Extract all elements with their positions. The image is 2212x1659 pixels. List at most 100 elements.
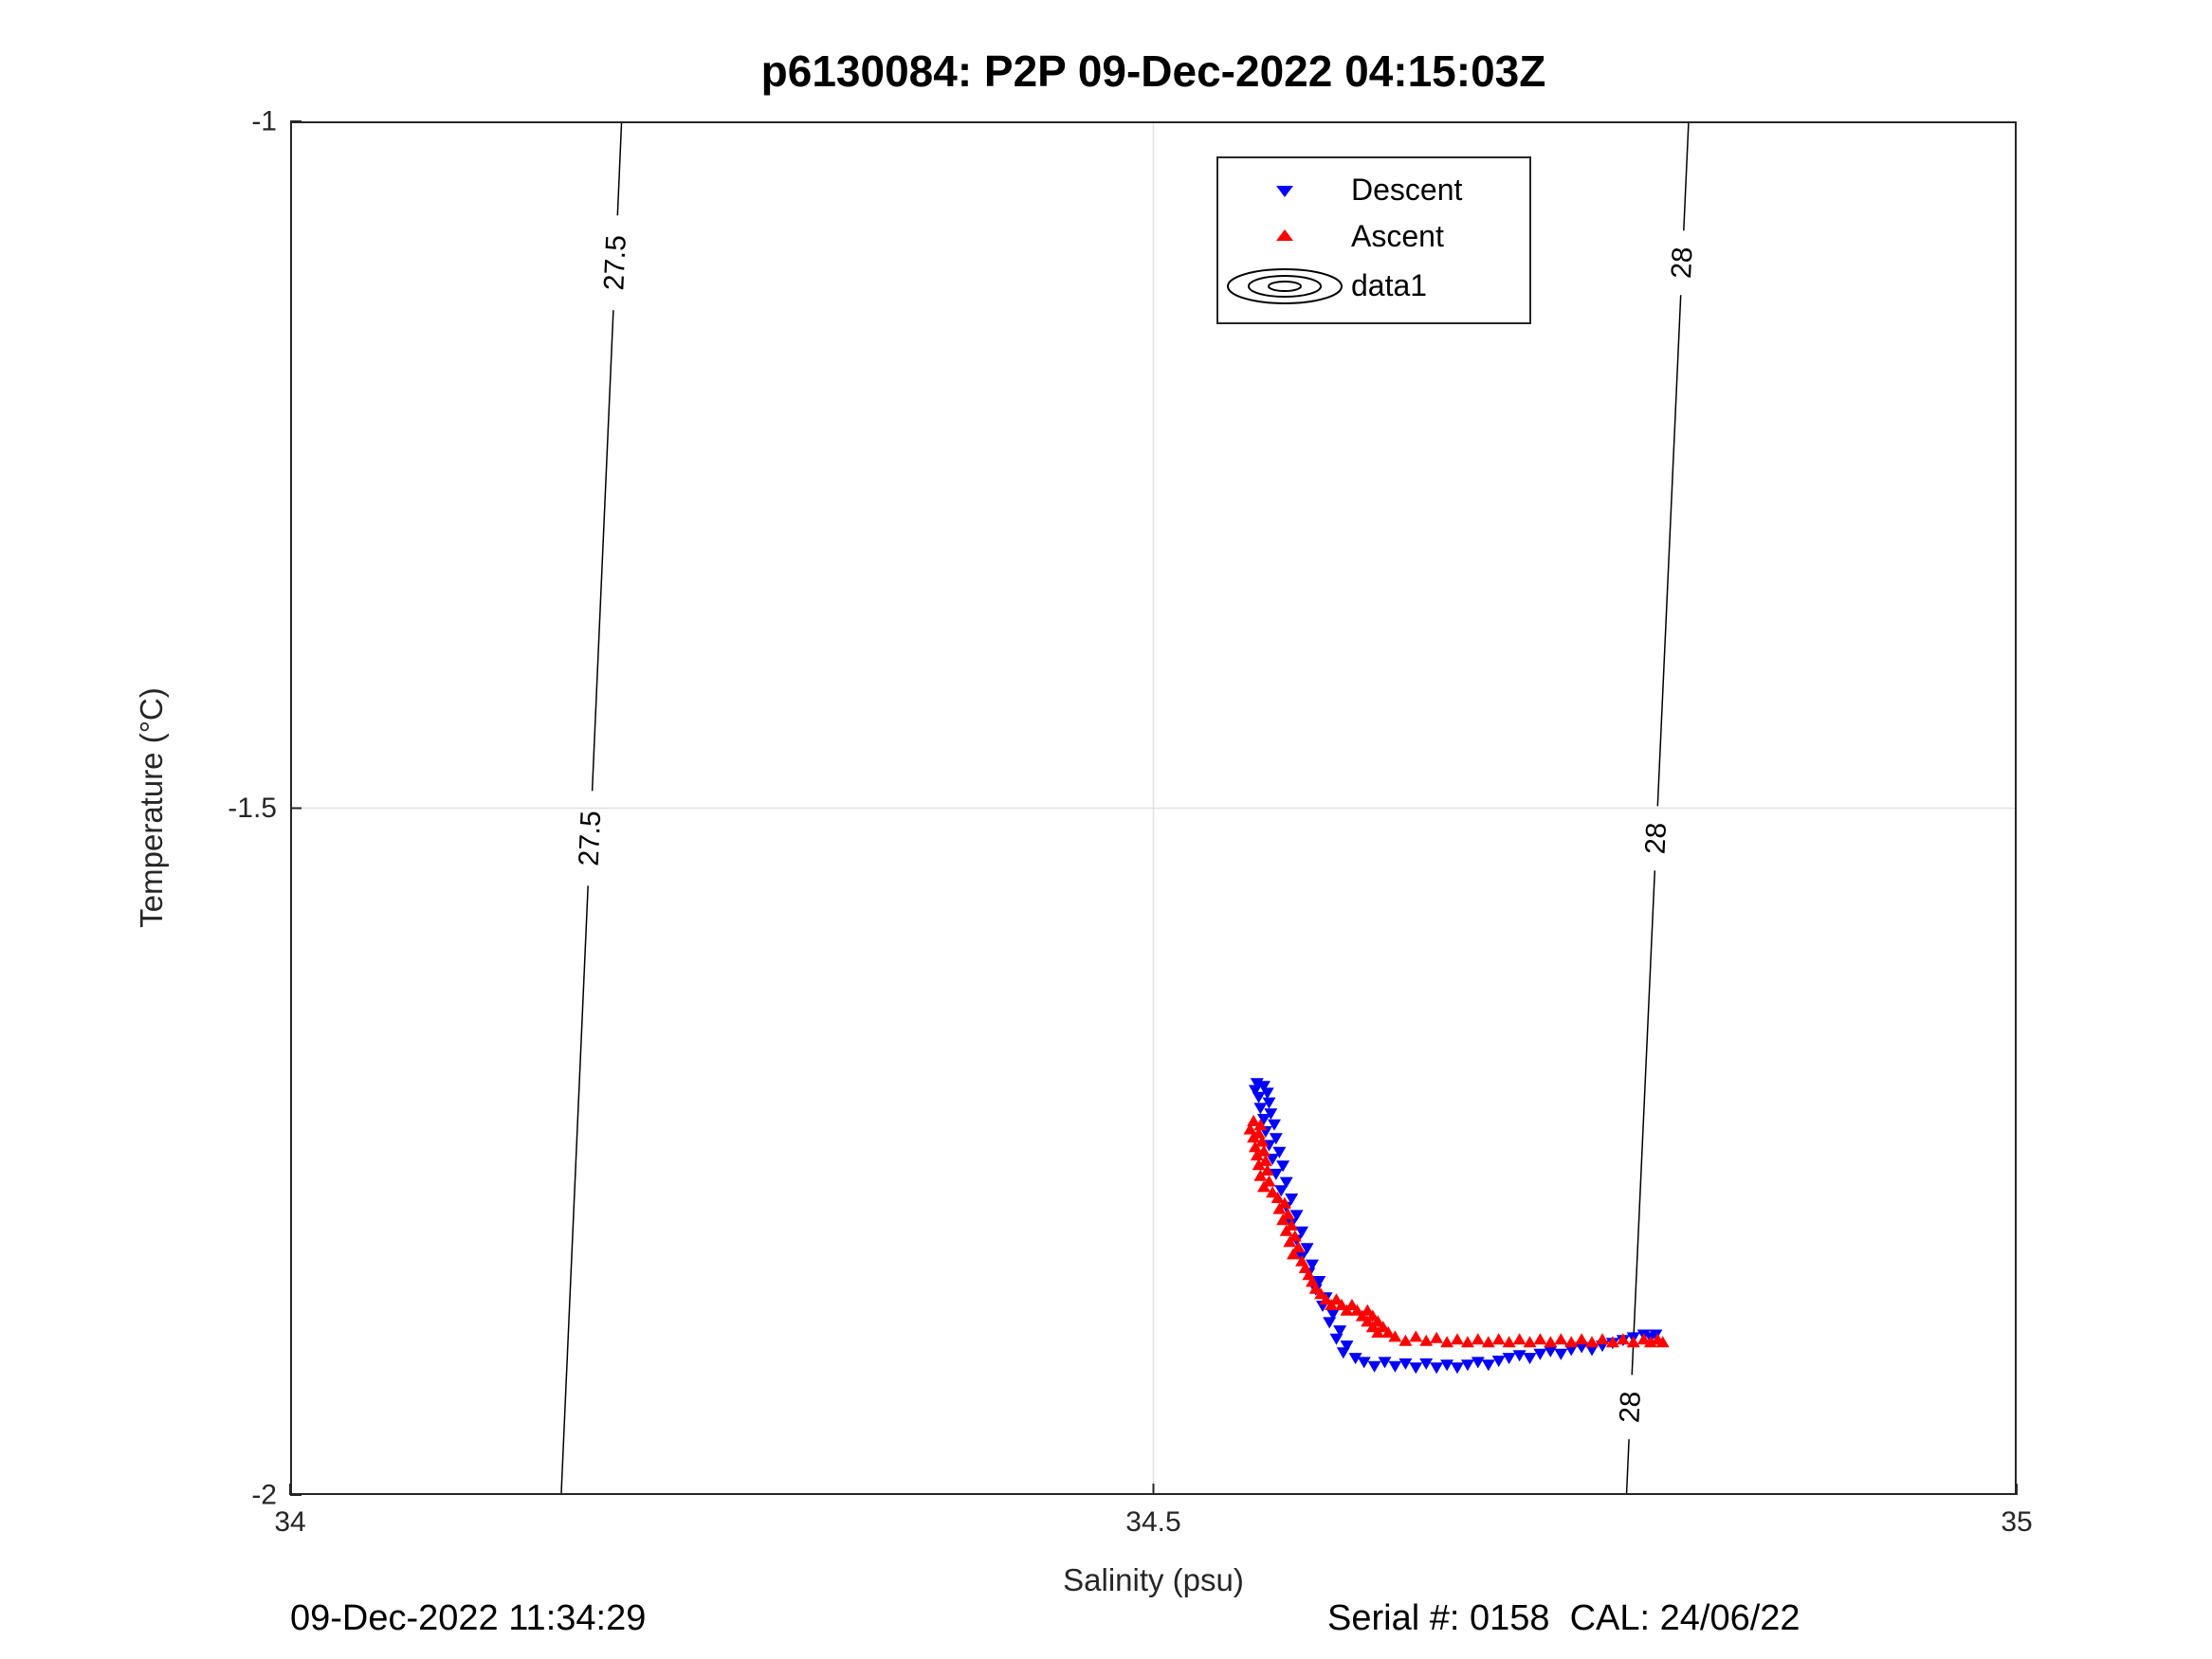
- marker-descent: [1262, 1097, 1276, 1109]
- contour-line-27.5: [591, 310, 614, 792]
- marker-ascent: [1283, 1235, 1297, 1248]
- marker-ascent: [1544, 1336, 1558, 1348]
- y-tick-label: -2: [251, 1480, 277, 1511]
- marker-descent: [1329, 1333, 1344, 1345]
- contour-label-28: 28: [1614, 1391, 1646, 1424]
- marker-descent: [1257, 1081, 1271, 1093]
- marker-ascent: [1276, 1213, 1290, 1226]
- timestamp-annotation: 09-Dec-2022 11:34:29: [290, 1598, 647, 1638]
- marker-descent: [1257, 1114, 1271, 1125]
- marker-ascent: [1266, 1186, 1280, 1198]
- marker-ascent: [1248, 1140, 1262, 1153]
- marker-ascent: [1554, 1333, 1568, 1345]
- marker-descent: [1357, 1357, 1371, 1369]
- y-axis-label: Temperature (°C): [134, 687, 169, 928]
- marker-ascent: [1481, 1336, 1495, 1348]
- marker-ascent: [1285, 1219, 1299, 1231]
- marker-descent: [1430, 1362, 1444, 1375]
- marker-ascent: [1471, 1333, 1485, 1345]
- marker-ascent: [1430, 1331, 1444, 1343]
- marker-ascent: [1279, 1224, 1293, 1236]
- marker-ascent: [1491, 1333, 1506, 1345]
- marker-descent: [1289, 1210, 1304, 1222]
- triangle-up-icon: [1218, 225, 1351, 247]
- marker-descent: [1333, 1325, 1347, 1338]
- contour-ellipses-icon: [1218, 264, 1351, 308]
- marker-ascent: [1585, 1336, 1599, 1348]
- marker-ascent: [1626, 1336, 1640, 1348]
- marker-descent: [1367, 1360, 1381, 1373]
- marker-descent: [1264, 1108, 1278, 1121]
- marker-ascent: [1371, 1326, 1385, 1338]
- marker-ascent: [1419, 1334, 1434, 1346]
- marker-descent: [1533, 1348, 1547, 1360]
- marker-ascent: [1255, 1135, 1270, 1147]
- marker-ascent: [1250, 1149, 1264, 1161]
- marker-descent: [1460, 1359, 1474, 1372]
- marker-ascent: [1272, 1202, 1287, 1214]
- marker-ascent: [1335, 1299, 1348, 1310]
- marker-descent: [1253, 1103, 1268, 1115]
- marker-ascent: [1287, 1248, 1300, 1260]
- x-tick-label: 35: [2001, 1506, 2032, 1538]
- marker-descent: [1440, 1359, 1454, 1372]
- marker-descent: [1325, 1308, 1340, 1321]
- marker-descent: [1512, 1350, 1526, 1362]
- marker-descent: [1274, 1185, 1289, 1197]
- contour-label-28: 28: [1640, 822, 1673, 855]
- marker-ascent: [1257, 1180, 1271, 1193]
- marker-ascent: [1291, 1241, 1306, 1253]
- marker-ascent: [1365, 1321, 1380, 1333]
- marker-ascent: [1381, 1326, 1396, 1338]
- marker-descent: [1312, 1276, 1326, 1287]
- marker-descent: [1268, 1119, 1281, 1131]
- marker-descent: [1340, 1340, 1354, 1353]
- marker-descent: [1554, 1348, 1568, 1360]
- marker-descent: [1295, 1226, 1309, 1238]
- marker-ascent: [1253, 1169, 1268, 1181]
- marker-ascent: [1247, 1131, 1261, 1143]
- marker-ascent: [1252, 1158, 1266, 1171]
- marker-descent: [1252, 1091, 1266, 1103]
- marker-ascent: [1605, 1336, 1619, 1348]
- x-axis-label: Salinity (psu): [1063, 1562, 1244, 1597]
- marker-ascent: [1460, 1336, 1474, 1348]
- marker-descent: [1272, 1146, 1287, 1158]
- marker-descent: [1348, 1353, 1362, 1365]
- contour-label-28: 28: [1666, 246, 1698, 280]
- marker-ascent: [1575, 1333, 1589, 1345]
- contour-line-28: [1683, 120, 1690, 231]
- marker-descent: [1409, 1362, 1423, 1375]
- marker-ascent: [1258, 1154, 1272, 1166]
- y-tick-label: -1.5: [228, 793, 277, 824]
- marker-ascent: [1253, 1119, 1268, 1131]
- marker-descent: [1481, 1359, 1495, 1372]
- marker-descent: [1491, 1356, 1506, 1367]
- legend-item-descent: Descent: [1218, 173, 1529, 208]
- y-tick-label: -1: [251, 106, 277, 137]
- serial-cal-annotation: Serial #: 0158 CAL: 24/06/22: [1327, 1598, 1801, 1638]
- marker-ascent: [1257, 1144, 1271, 1157]
- marker-ascent: [1533, 1333, 1547, 1345]
- marker-descent: [1269, 1133, 1283, 1145]
- marker-descent: [1398, 1358, 1413, 1370]
- contour-line-28: [1631, 870, 1656, 1376]
- marker-descent: [1260, 1087, 1274, 1100]
- marker-ascent: [1361, 1304, 1375, 1316]
- marker-ascent: [1564, 1336, 1579, 1348]
- marker-descent: [1378, 1357, 1392, 1369]
- marker-descent: [1585, 1344, 1599, 1357]
- x-tick-label: 34.5: [1125, 1506, 1180, 1538]
- marker-descent: [1336, 1347, 1350, 1359]
- legend-item-ascent: Ascent: [1218, 219, 1529, 254]
- marker-descent: [1285, 1194, 1299, 1205]
- legend-label-descent: Descent: [1351, 173, 1463, 208]
- marker-descent: [1564, 1344, 1579, 1357]
- legend-label-data1: data1: [1351, 268, 1428, 303]
- marker-ascent: [1616, 1333, 1630, 1345]
- legend: Descent Ascent data1: [1216, 156, 1531, 324]
- marker-descent: [1266, 1154, 1280, 1165]
- marker-ascent: [1523, 1336, 1537, 1348]
- marker-descent: [1471, 1357, 1485, 1369]
- marker-descent: [1276, 1160, 1290, 1173]
